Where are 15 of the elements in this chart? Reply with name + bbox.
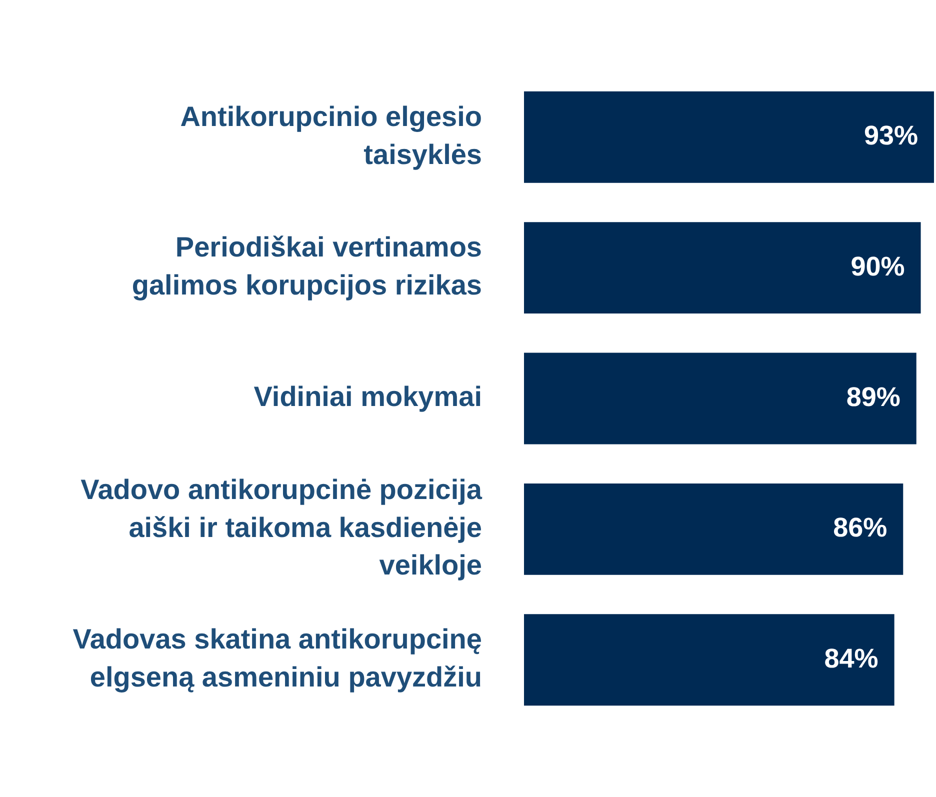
y-tick-label: Vidiniai mokymai bbox=[254, 381, 482, 412]
bar bbox=[524, 614, 894, 706]
bar bbox=[524, 91, 934, 183]
data-label: 86% bbox=[833, 512, 888, 543]
data-label: 93% bbox=[864, 120, 918, 151]
data-label: 89% bbox=[846, 382, 900, 412]
y-tick-label: Vadovas skatina antikorupcinę elgseną asmeniniu pavyzdžiu bbox=[72, 624, 482, 692]
y-tick-label: Vadovo antikorupcinė pozicija aiški ir taikoma kasdienėje veikloje bbox=[80, 474, 482, 581]
bar bbox=[524, 222, 921, 314]
data-label: 90% bbox=[850, 251, 905, 282]
y-tick-label: Antikorupcinio elgesio taisyklės bbox=[180, 100, 482, 170]
data-label: 84% bbox=[824, 643, 878, 674]
bar bbox=[524, 352, 916, 444]
bar bbox=[524, 483, 904, 575]
y-tick-label: Periodiškai vertinamos galimos korupcijos rizikas bbox=[132, 232, 482, 300]
